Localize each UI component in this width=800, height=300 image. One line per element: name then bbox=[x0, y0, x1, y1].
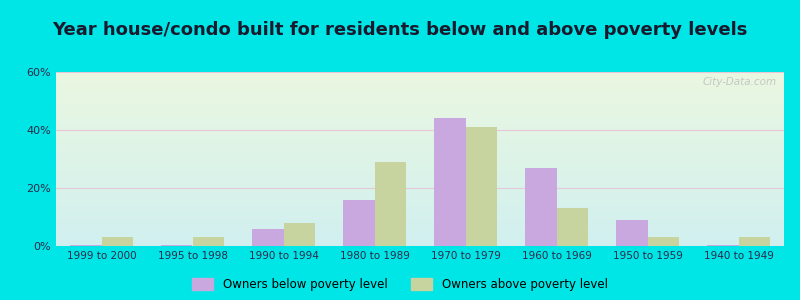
Bar bbox=[193, 237, 224, 246]
Bar bbox=[70, 244, 102, 246]
Bar bbox=[102, 237, 134, 246]
Bar bbox=[466, 127, 498, 246]
Bar bbox=[616, 220, 647, 246]
Bar bbox=[525, 168, 557, 246]
Bar bbox=[161, 244, 193, 246]
Text: Year house/condo built for residents below and above poverty levels: Year house/condo built for residents bel… bbox=[52, 21, 748, 39]
Bar bbox=[738, 237, 770, 246]
Bar bbox=[283, 223, 315, 246]
Bar bbox=[252, 229, 283, 246]
Legend: Owners below poverty level, Owners above poverty level: Owners below poverty level, Owners above… bbox=[192, 278, 608, 291]
Bar bbox=[374, 162, 406, 246]
Bar bbox=[706, 244, 738, 246]
Bar bbox=[342, 200, 374, 246]
Bar bbox=[434, 118, 466, 246]
Bar bbox=[557, 208, 588, 246]
Bar bbox=[647, 237, 679, 246]
Text: City-Data.com: City-Data.com bbox=[702, 77, 777, 87]
